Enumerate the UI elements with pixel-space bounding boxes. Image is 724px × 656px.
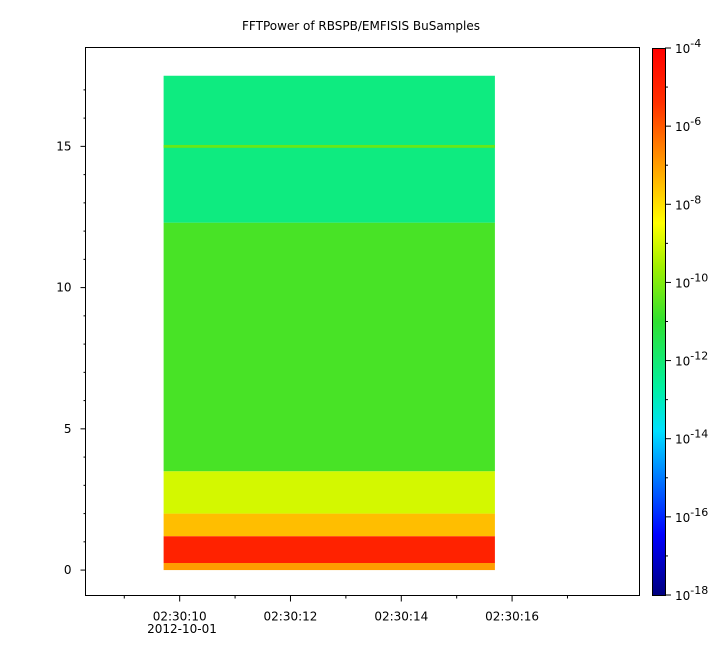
x-tick-label: 02:30:10 [153,610,207,624]
x-tick-label: 02:30:16 [485,610,539,624]
colorbar-tick-label: 10-18 [675,584,708,603]
spectrogram-band-1 [163,536,495,564]
colorbar-tick-label: 10-6 [675,115,701,134]
y-axis: 0 5 10 15 [56,89,86,577]
colorbar-tick-label: 10-8 [675,193,701,212]
colorbar-tick-label: 10-12 [675,350,708,369]
spectrogram-band-2 [163,513,495,537]
spectrogram-band-0 [163,563,495,571]
spectrogram-band-6 [163,144,495,148]
x-tick-label: 02:30:14 [374,610,428,624]
colorbar-tick-label: 10-10 [675,271,708,290]
spectrogram-band-3 [163,471,495,514]
x-tick-label: 02:30:12 [264,610,318,624]
spectrogram-image [163,75,495,571]
chart-title: FFTPower of RBSPB/EMFISIS BuSamples [242,19,480,33]
y-tick-label: 10 [56,281,71,295]
colorbar-tick-label: 10-14 [675,428,708,447]
colorbar-tick-label: 10-4 [675,37,701,56]
x-axis: 02:30:10 02:30:12 02:30:14 02:30:16 [123,595,568,624]
y-tick-label: 5 [64,422,72,436]
colorbar [652,48,665,595]
y-tick-label: 0 [64,563,72,577]
colorbar-axis: 10-4 10-6 10-8 10-10 10-12 10-14 10-16 10-18 [665,37,708,603]
colorbar-tick-label: 10-16 [675,506,708,525]
y-tick-label: 15 [56,139,71,153]
spectrogram-band-5 [163,75,495,223]
spectrogram-band-4 [163,222,495,472]
x-axis-date-label: 2012-10-01 [147,622,217,636]
